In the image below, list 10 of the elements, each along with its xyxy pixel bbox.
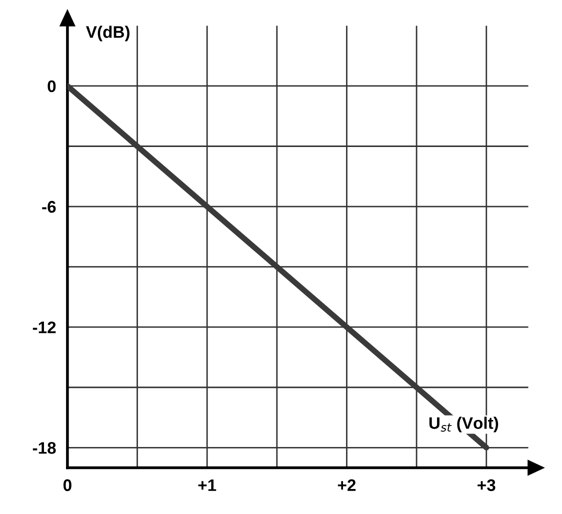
x-tick-label: +1	[198, 479, 216, 491]
y-tick-label: -18	[32, 442, 56, 454]
y-tick-label: -12	[32, 321, 56, 334]
y-axis-title: V(dB)	[86, 26, 130, 42]
x-tick-label: 0	[63, 479, 72, 492]
y-tick-label: -6	[42, 200, 56, 213]
y-tick-label: 0	[48, 80, 56, 92]
x-tick-label: +2	[338, 479, 356, 491]
x-axis-title: U$_{st}$ (Volt)	[429, 416, 498, 432]
x-tick-label: +3	[478, 479, 496, 492]
